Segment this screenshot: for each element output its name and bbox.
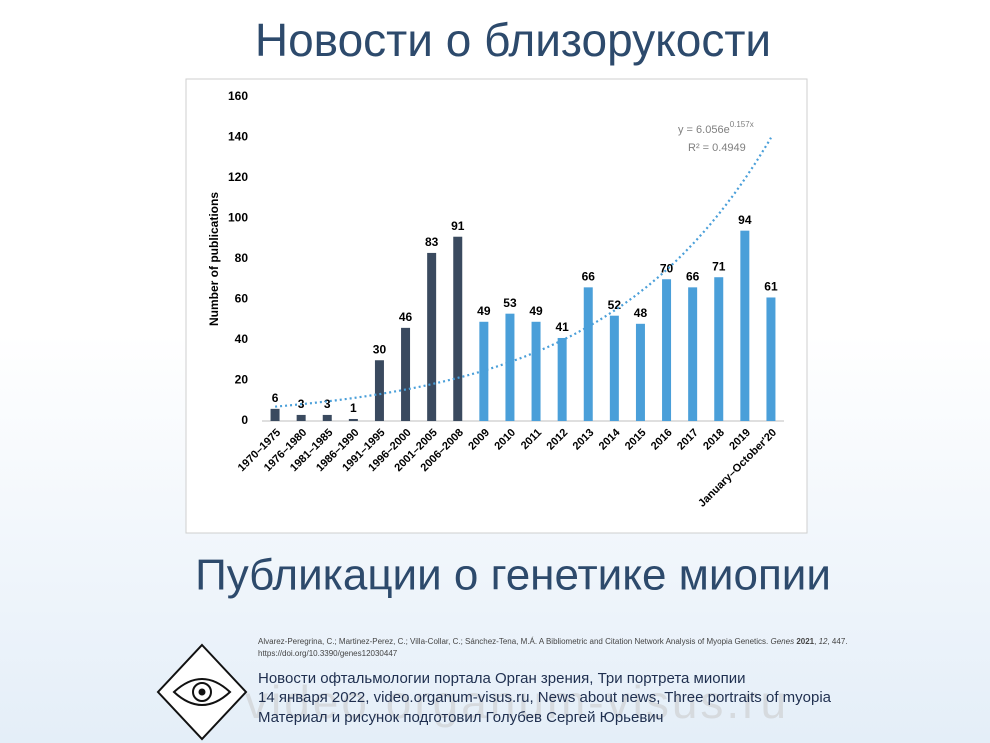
logo-pupil <box>198 688 206 696</box>
y-tick-label: 20 <box>235 373 249 387</box>
bar <box>296 414 306 421</box>
citation: Alvarez-Peregrina, C.; Martinez-Perez, C… <box>258 637 847 646</box>
y-tick-label: 40 <box>235 332 249 346</box>
bar <box>740 230 750 421</box>
slide-subtitle: Публикации о генетике миопии <box>195 551 831 600</box>
y-tick-label: 100 <box>228 211 248 225</box>
y-axis-title: Number of publications <box>207 192 221 326</box>
slide-title: Новости о близорукости <box>255 14 771 66</box>
citation-part: , 447. <box>827 637 847 646</box>
value-label: 61 <box>764 280 778 294</box>
footer-line: Новости офтальмологии портала Орган зрен… <box>258 670 745 687</box>
trend-equation-text: y = 6.056e <box>678 124 730 136</box>
value-label: 48 <box>634 306 648 320</box>
value-label: 94 <box>738 213 752 227</box>
y-tick-label: 160 <box>228 89 248 103</box>
value-label: 53 <box>503 296 517 310</box>
bar <box>688 287 698 421</box>
bar <box>427 252 437 421</box>
value-label: 49 <box>477 304 491 318</box>
logo <box>156 643 248 741</box>
value-label: 66 <box>582 270 596 284</box>
y-tick-label: 120 <box>228 170 248 184</box>
y-tick-label: 80 <box>235 251 249 265</box>
bar <box>662 279 672 421</box>
trend-exponent: 0.157x <box>730 120 754 129</box>
bar <box>609 315 619 421</box>
bar <box>714 277 724 421</box>
trend-r2: R² = 0.4949 <box>688 142 746 154</box>
citation-part: 12 <box>819 637 828 646</box>
value-label: 6 <box>272 391 279 405</box>
citation-part: Genes <box>771 637 795 646</box>
bar <box>505 313 515 421</box>
citation-part: 2021 <box>796 637 814 646</box>
trend-equation: y = 6.056e0.157x <box>678 120 754 136</box>
footer-line: Материал и рисунок подготовил Голубев Се… <box>258 709 664 726</box>
value-label: 49 <box>529 304 543 318</box>
logo-iris <box>192 682 212 702</box>
chart-frame <box>185 78 808 534</box>
bar <box>270 408 280 421</box>
bar <box>583 287 593 421</box>
bar <box>401 327 411 421</box>
value-label: 52 <box>608 298 622 312</box>
y-tick-label: 60 <box>235 292 249 306</box>
y-tick-label: 140 <box>228 130 248 144</box>
value-label: 30 <box>373 342 387 356</box>
bar <box>348 418 358 421</box>
bar <box>374 360 384 421</box>
value-label: 71 <box>712 259 726 273</box>
bar <box>635 323 645 421</box>
bar <box>479 321 489 421</box>
value-label: 66 <box>686 270 700 284</box>
citation-part: Alvarez-Peregrina, C.; Martinez-Perez, C… <box>258 637 771 646</box>
value-label: 3 <box>324 397 331 411</box>
citation-doi: https://doi.org/10.3390/genes12030447 <box>258 649 398 658</box>
value-label: 46 <box>399 310 413 324</box>
logo-eye <box>172 678 232 706</box>
bar <box>766 297 776 421</box>
watermark: video.organum-visus.ru <box>245 676 789 728</box>
bar <box>557 337 567 421</box>
value-label: 91 <box>451 219 465 233</box>
bar <box>322 414 332 421</box>
footer-line: 14 января 2022, video.organum-visus.ru, … <box>258 689 832 706</box>
bar <box>453 236 463 421</box>
value-label: 1 <box>350 401 357 415</box>
value-label: 83 <box>425 235 439 249</box>
bar <box>531 321 541 421</box>
citation-part: , <box>814 637 818 646</box>
value-label: 41 <box>555 320 569 334</box>
y-tick-label: 0 <box>241 413 248 427</box>
value-label: 70 <box>660 261 674 275</box>
